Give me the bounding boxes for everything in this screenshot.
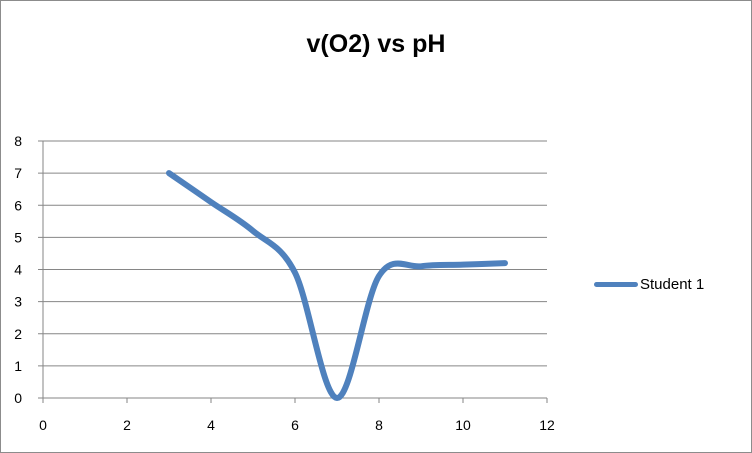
y-tick-label-2: 2 <box>14 326 22 342</box>
y-tick-label-0: 0 <box>14 390 22 406</box>
y-tick-label-7: 7 <box>14 165 22 181</box>
x-tick-label-4: 4 <box>207 417 215 433</box>
chart-title: v(O2) vs pH <box>306 30 446 58</box>
y-tick-label-5: 5 <box>14 229 22 245</box>
legend: Student 1 <box>594 272 704 296</box>
x-tick-label-6: 6 <box>291 417 299 433</box>
x-tick-label-12: 12 <box>539 417 555 433</box>
x-tick-label-0: 0 <box>39 417 47 433</box>
series-layer <box>166 170 508 401</box>
gridlines <box>43 140 547 367</box>
y-axis-ticks: 0 1 2 3 4 5 6 7 8 <box>14 133 43 406</box>
y-tick-label-3: 3 <box>14 294 22 310</box>
x-tick-label-8: 8 <box>375 417 383 433</box>
legend-label-student-1: Student 1 <box>640 275 705 293</box>
x-tick-label-2: 2 <box>123 417 131 433</box>
y-tick-label-8: 8 <box>14 133 22 149</box>
y-tick-label-1: 1 <box>14 358 22 374</box>
x-axis-ticks: 0 2 4 6 8 10 12 <box>39 398 555 433</box>
x-tick-label-10: 10 <box>455 417 471 433</box>
legend-swatch-student-1 <box>594 281 638 287</box>
y-tick-label-4: 4 <box>14 262 22 278</box>
y-tick-label-6: 6 <box>14 197 22 213</box>
series-line-student-1 <box>166 170 508 401</box>
